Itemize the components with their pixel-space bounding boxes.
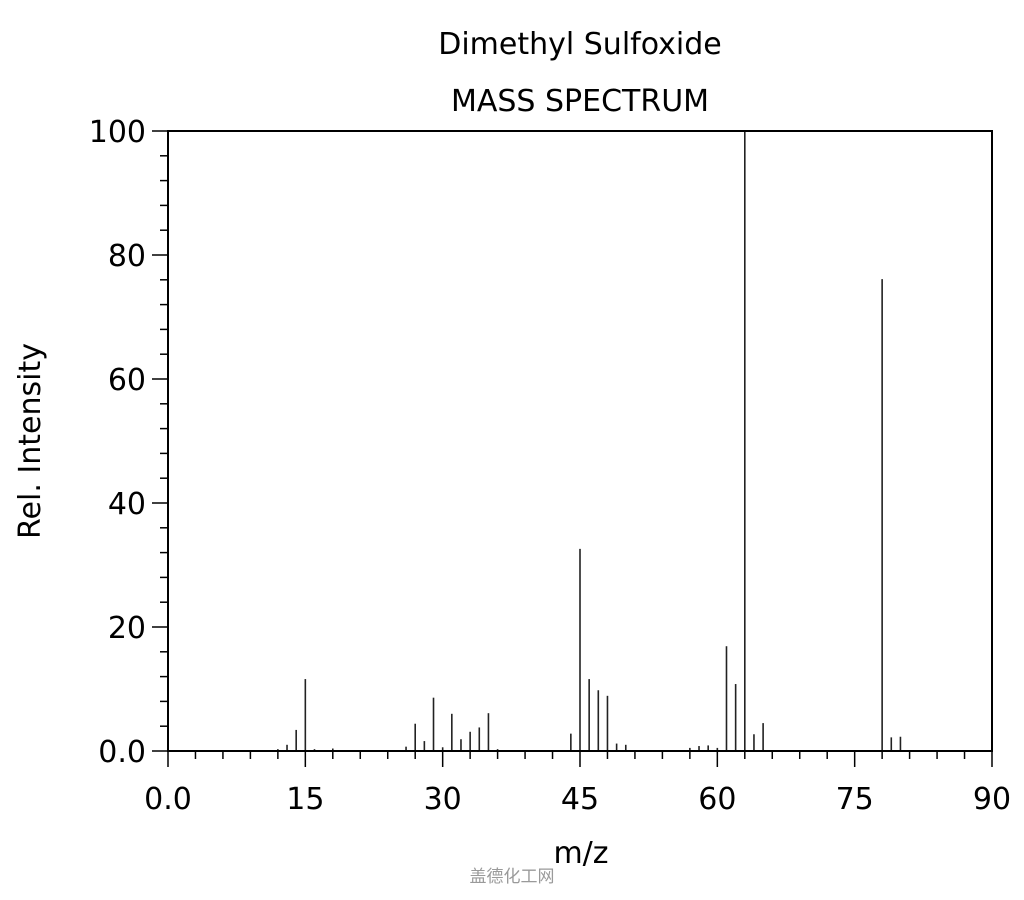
chart-subtitle: MASS SPECTRUM xyxy=(451,84,709,119)
chart-title: Dimethyl Sulfoxide xyxy=(438,27,722,62)
x-tick-label: 15 xyxy=(286,782,324,817)
x-axis: 0.0 15 30 45 60 75 90 xyxy=(144,751,1011,817)
x-tick-label: 75 xyxy=(836,782,874,817)
y-tick-label: 40 xyxy=(108,487,146,522)
x-tick-label: 45 xyxy=(561,782,599,817)
y-tick-label: 80 xyxy=(108,239,146,274)
watermark: 盖德化工网 xyxy=(469,867,555,887)
y-axis: 0.0 20 40 60 80 100 xyxy=(89,115,168,770)
y-tick-label: 60 xyxy=(108,363,146,398)
x-tick-label: 0.0 xyxy=(144,782,192,817)
y-tick-label: 0.0 xyxy=(98,735,146,770)
y-axis-label: Rel. Intensity xyxy=(13,343,48,539)
x-tick-label: 30 xyxy=(424,782,462,817)
x-axis-label: m/z xyxy=(553,836,608,871)
peak-series xyxy=(277,131,902,751)
y-tick-label: 20 xyxy=(108,611,146,646)
x-tick-label: 60 xyxy=(698,782,736,817)
x-tick-label: 90 xyxy=(973,782,1011,817)
y-tick-label: 100 xyxy=(89,115,146,150)
